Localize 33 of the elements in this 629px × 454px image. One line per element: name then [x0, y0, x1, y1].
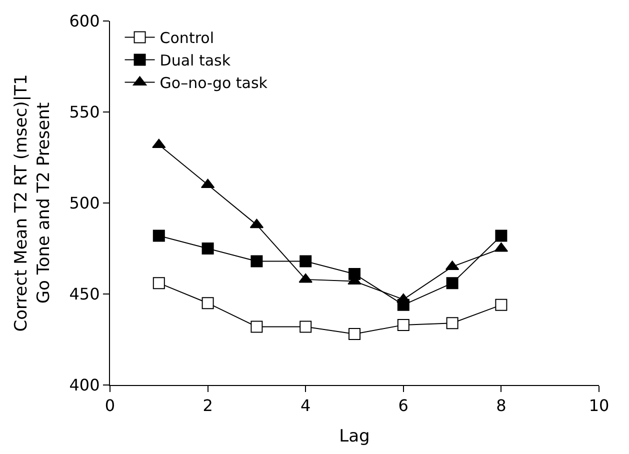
point	[202, 297, 214, 310]
y-tick-label: 600	[69, 12, 100, 31]
point	[397, 318, 410, 331]
legend-label: Control	[160, 29, 214, 48]
point	[152, 230, 165, 242]
point	[152, 138, 166, 148]
point	[396, 293, 410, 303]
point	[152, 277, 165, 290]
point	[250, 320, 263, 333]
y-tick-label: 400	[69, 376, 100, 395]
point	[202, 242, 214, 254]
point	[250, 255, 263, 268]
point	[495, 298, 508, 311]
point	[300, 320, 312, 333]
y-axis-title: Correct Mean T2 RT (msec)|T1 Go Tone and T2 Present	[12, 74, 54, 332]
x-axis-title: Lag	[339, 426, 370, 447]
point	[300, 255, 312, 268]
x-tick-label: 4	[300, 396, 311, 416]
point	[495, 230, 508, 242]
y-tick-label: 450	[69, 284, 100, 304]
point	[298, 273, 312, 283]
x-tick-label: 0	[104, 396, 116, 416]
x-tick-label: 6	[398, 396, 408, 416]
x-tick-label: 8	[496, 396, 506, 416]
y-tick-label: 500	[69, 194, 100, 213]
point	[446, 277, 458, 290]
x-tick-label: 10	[588, 396, 610, 416]
point	[348, 328, 360, 340]
legend-label: Dual task	[160, 52, 231, 70]
x-tick-label: 2	[202, 396, 213, 416]
y-tick-label: 550	[69, 102, 100, 122]
legend-label: Go–no-go task	[160, 74, 268, 92]
point	[446, 317, 458, 330]
